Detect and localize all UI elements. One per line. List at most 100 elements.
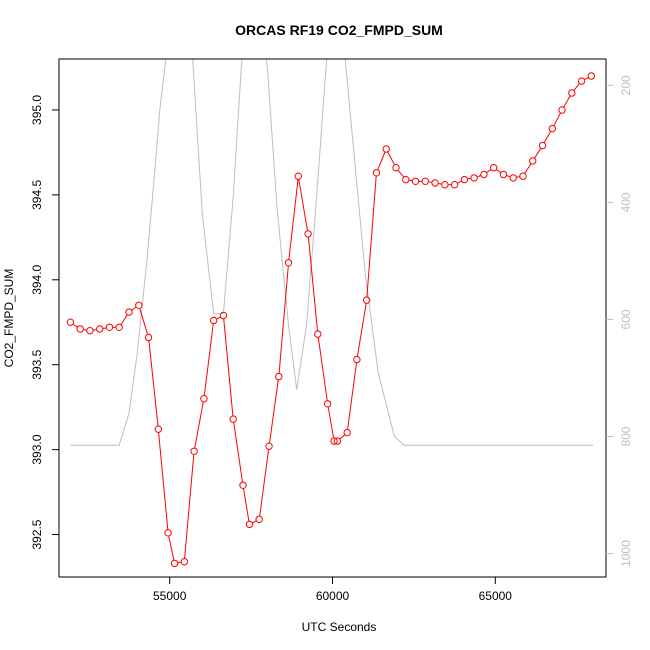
co2-point: [180, 558, 189, 566]
y-tick-label: 394.0: [30, 264, 44, 294]
co2-segment: [102, 327, 107, 329]
co2-segment: [298, 179, 308, 231]
co2-segment: [339, 434, 346, 440]
co2-segment: [259, 449, 270, 517]
co2-point: [323, 400, 332, 408]
co2-point: [294, 172, 302, 180]
co2-segment: [516, 176, 520, 178]
co2-point: [284, 259, 293, 267]
co2-point: [210, 316, 218, 325]
co2-point: [170, 559, 179, 568]
co2-point: [577, 77, 586, 85]
co2-point: [304, 230, 312, 238]
y-axis-label: CO2_FMPD_SUM: [2, 269, 16, 368]
co2-segment: [223, 318, 234, 416]
co2-segment: [269, 379, 279, 444]
co2-point: [499, 170, 508, 179]
co2-point: [343, 428, 351, 437]
chart-title: ORCAS RF19 CO2_FMPD_SUM: [235, 22, 443, 38]
co2-segment: [327, 406, 335, 439]
co2-point: [538, 141, 547, 150]
y-axis-left: 392.5 393.0 393.5 394.0 394.5 395.0: [30, 95, 59, 550]
co2-segment: [131, 306, 137, 311]
secondary-series-layer: [70, 59, 593, 446]
co2-segment: [168, 535, 175, 561]
co2-series-layer: [66, 72, 595, 568]
co2-segment: [377, 151, 386, 170]
x-tick-label: 55000: [153, 589, 187, 603]
co2-segment: [356, 303, 367, 357]
co2-point: [105, 323, 114, 331]
y2-tick-label: 200: [619, 75, 633, 95]
co2-point: [431, 179, 439, 187]
co2-point: [164, 529, 172, 537]
co2-point: [66, 318, 75, 326]
x-tick-label: 65000: [479, 589, 513, 603]
co2-point: [421, 177, 429, 186]
co2-point: [154, 425, 163, 433]
co2-segment: [543, 131, 552, 144]
co2-segment: [139, 308, 149, 335]
co2-point: [190, 447, 198, 455]
co2-point: [519, 172, 527, 180]
co2-segment: [573, 83, 580, 91]
co2-segment: [278, 265, 289, 374]
co2-point: [402, 175, 410, 184]
co2-point: [558, 106, 566, 114]
co2-segment: [524, 163, 532, 174]
co2-segment: [158, 432, 169, 530]
co2-segment: [387, 151, 395, 166]
co2-point: [144, 333, 153, 342]
co2-segment: [203, 323, 214, 396]
co2-segment: [148, 340, 159, 427]
co2-segment: [428, 181, 432, 183]
co2-point: [392, 164, 400, 172]
co2-point: [245, 520, 254, 529]
co2-point: [333, 437, 342, 445]
co2-segment: [252, 520, 257, 524]
co2-point: [314, 330, 322, 338]
x-tick-label: 60000: [316, 589, 350, 603]
co2-segment: [177, 561, 182, 564]
co2-segment: [553, 112, 562, 127]
co2-point: [265, 442, 273, 450]
co2-point: [529, 157, 537, 165]
y2-tick-label: 1000: [619, 540, 633, 567]
y2-tick-label: 600: [619, 309, 633, 329]
y-tick-label: 392.5: [30, 519, 44, 549]
co2-segment: [486, 169, 492, 174]
co2-segment: [347, 362, 357, 430]
co2-point: [450, 181, 459, 189]
secondary-series-line: [70, 59, 593, 446]
co2-segment: [120, 314, 128, 325]
co2-point: [490, 164, 498, 172]
co2-segment: [506, 175, 511, 178]
co2-point: [470, 174, 478, 182]
co2-point: [135, 301, 143, 309]
co2-segment: [216, 316, 221, 320]
co2-segment: [584, 77, 589, 81]
y2-tick-label: 400: [619, 192, 633, 212]
co2-segment: [194, 401, 204, 449]
co2-segment: [307, 237, 318, 331]
co2-point: [330, 437, 338, 445]
co2-segment: [83, 329, 87, 331]
co2-segment: [93, 329, 97, 331]
co2-point: [568, 89, 576, 97]
co2-segment: [534, 148, 542, 159]
co2-point: [200, 395, 208, 403]
co2-segment: [233, 422, 243, 483]
co2-point: [275, 372, 283, 381]
co2-point: [219, 311, 228, 320]
co2-point: [115, 323, 123, 331]
y-tick-label: 394.5: [30, 180, 44, 210]
co2-point: [229, 415, 237, 423]
co2-point: [353, 355, 361, 364]
co2-segment: [467, 177, 472, 180]
x-axis-label: UTC Seconds: [302, 620, 377, 634]
co2-segment: [72, 323, 78, 328]
co2-point: [372, 169, 381, 177]
co2-segment: [408, 179, 413, 182]
co2-point: [76, 325, 84, 333]
y2-tick-label: 800: [619, 426, 633, 446]
